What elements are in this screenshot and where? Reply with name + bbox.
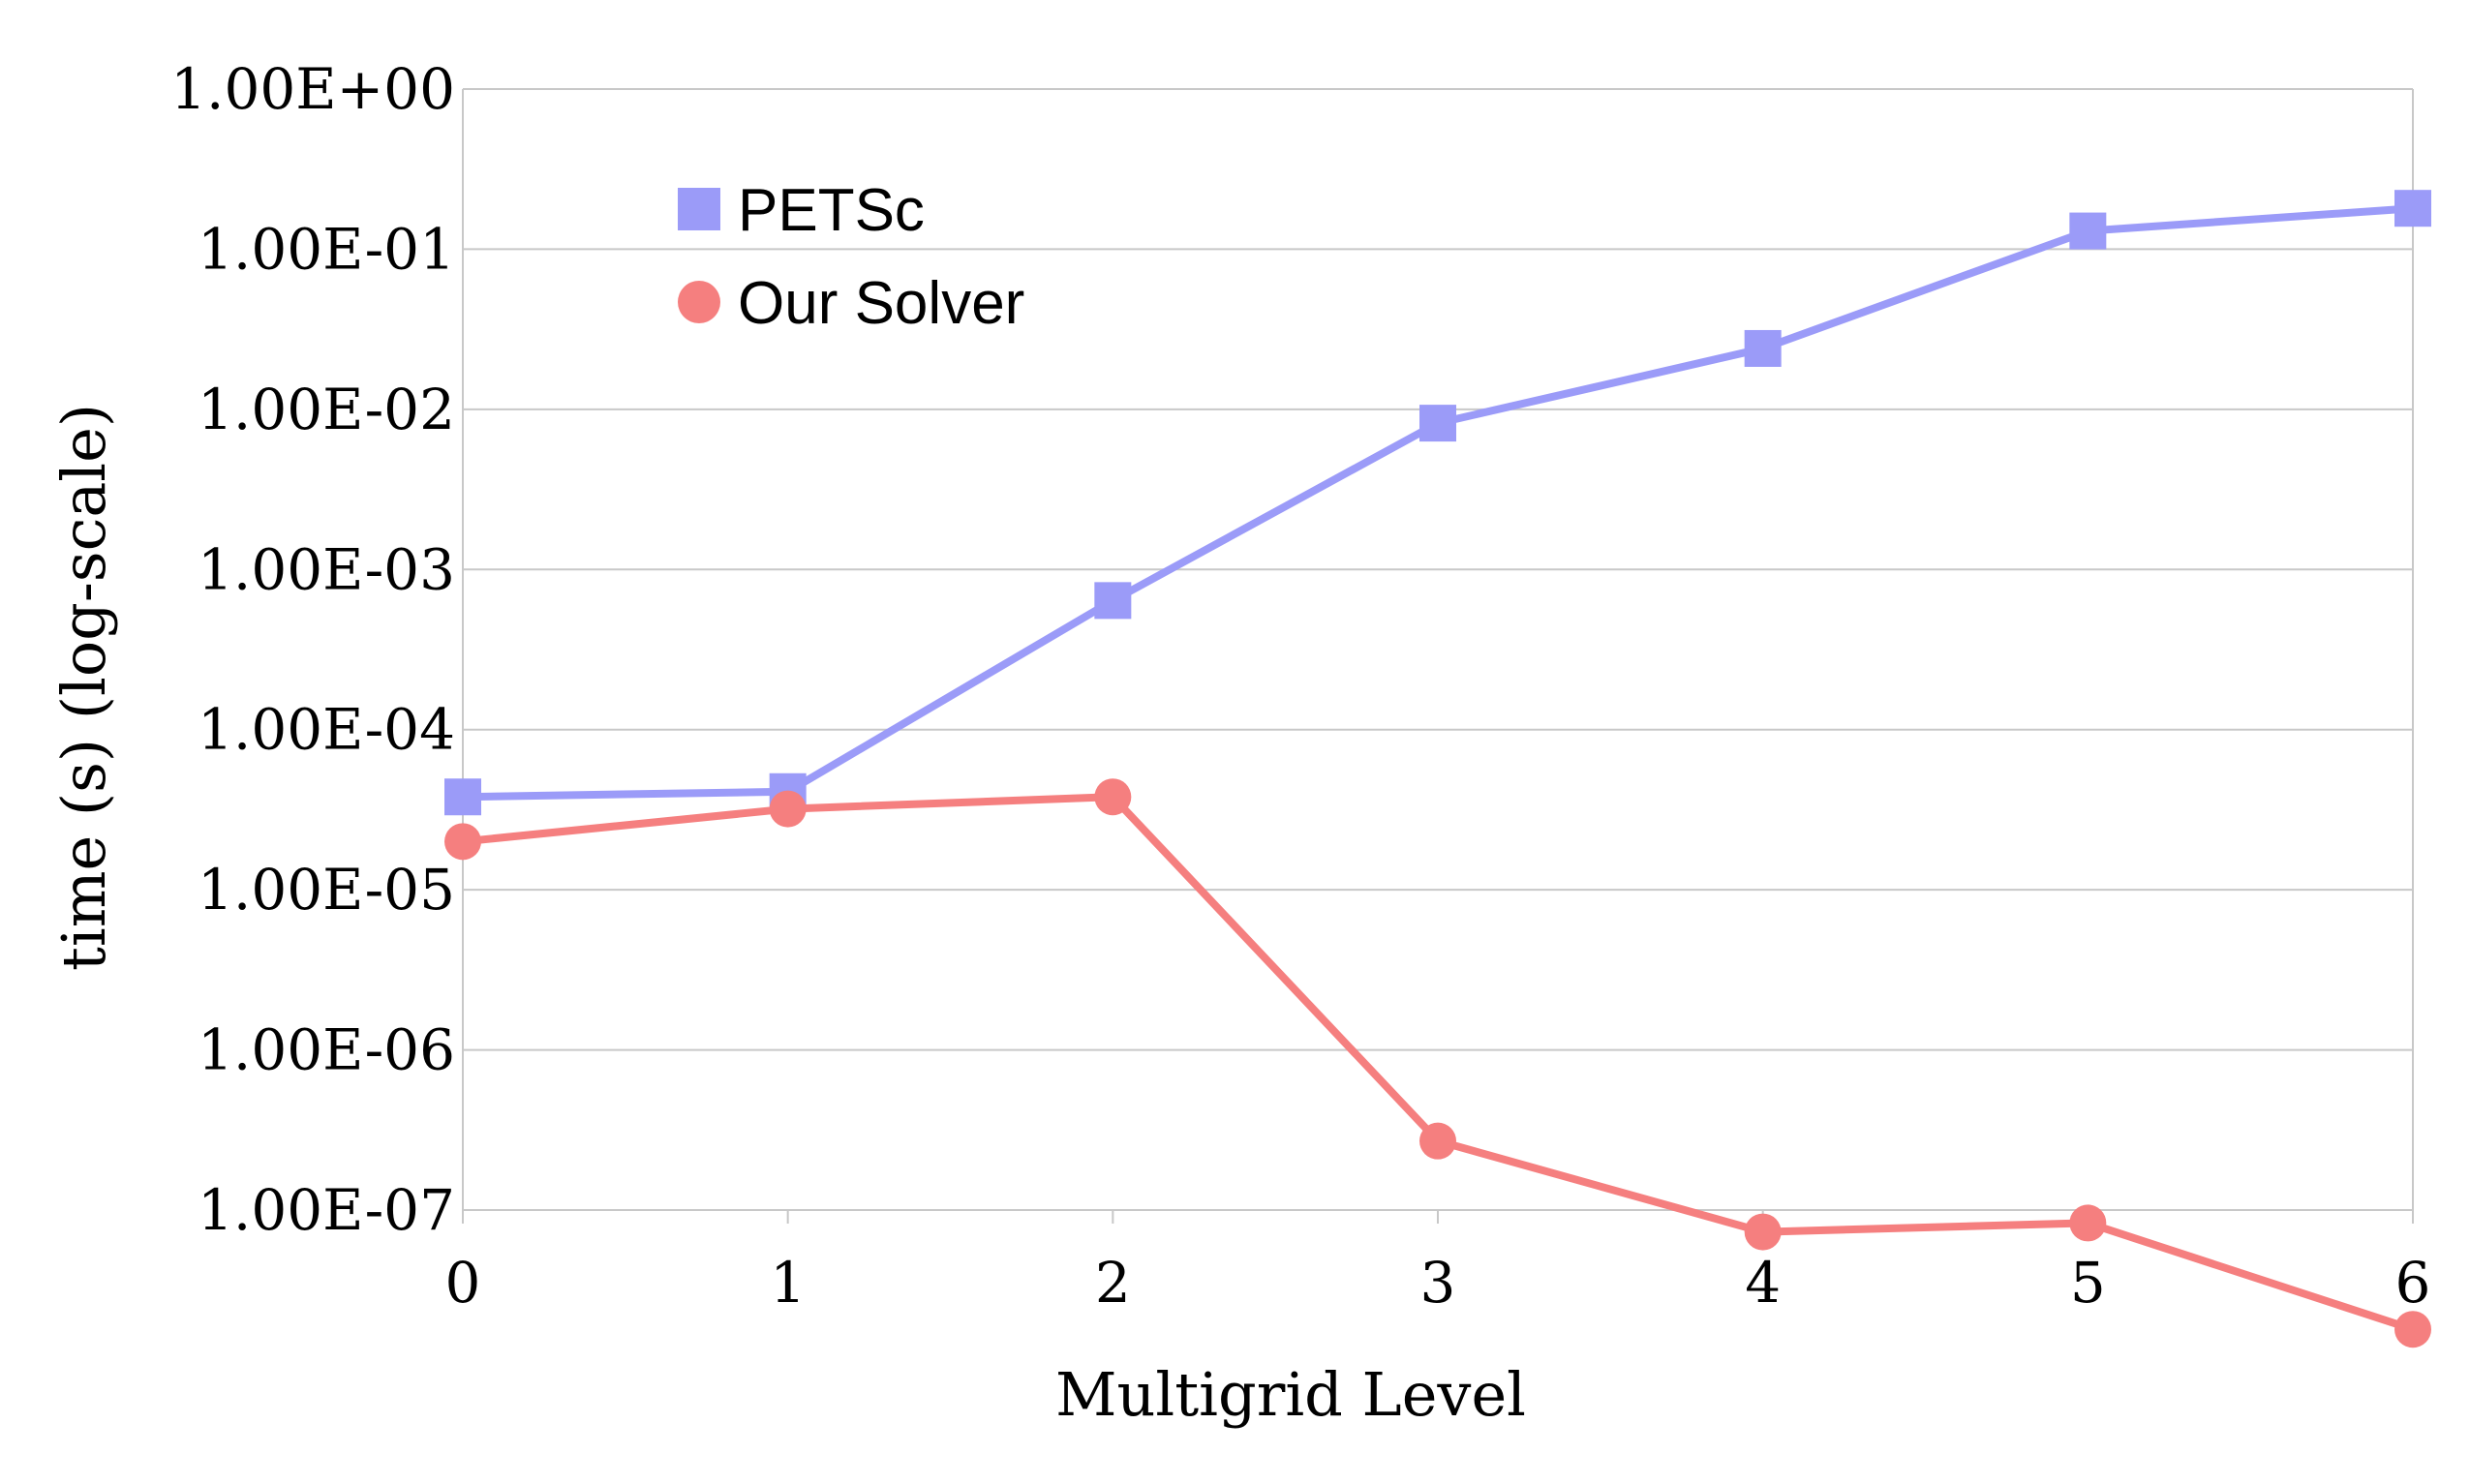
series-1-point xyxy=(1744,329,1782,367)
series-2-point xyxy=(2394,1311,2431,1348)
x-tick-label: 5 xyxy=(2070,1250,2106,1316)
legend-marker-square xyxy=(678,188,720,230)
series-2-point xyxy=(1419,1122,1456,1160)
y-tick-label: 1.00E-06 xyxy=(198,1017,455,1083)
series-1-point xyxy=(2069,212,2107,250)
series-2-point xyxy=(2069,1204,2107,1242)
x-tick-label: 0 xyxy=(445,1250,481,1316)
series-1-point xyxy=(444,778,481,816)
series-1-point xyxy=(1094,582,1132,620)
x-axis-ticks: 0 1 2 3 4 5 6 xyxy=(445,1210,2431,1316)
series-2-point xyxy=(1094,778,1132,816)
y-tick-label: 1.00E-03 xyxy=(198,536,455,602)
series-2-point xyxy=(444,823,481,861)
grid-lines xyxy=(462,88,2414,1211)
series-1-point xyxy=(2394,190,2431,227)
y-axis-ticks: 1.00E+00 1.00E-01 1.00E-02 1.00E-03 1.00E-04… xyxy=(170,56,455,1243)
x-tick-label: 3 xyxy=(1420,1250,1456,1316)
legend-marker-circle xyxy=(678,281,720,323)
y-tick-label: 1.00E-01 xyxy=(198,216,455,282)
series-1-point xyxy=(1419,405,1456,442)
y-tick-label: 1.00E+00 xyxy=(170,56,455,122)
x-tick-label: 2 xyxy=(1095,1250,1131,1316)
x-axis-title: Multigrid Level xyxy=(1055,1359,1526,1430)
x-tick-label: 4 xyxy=(1745,1250,1781,1316)
x-tick-label: 6 xyxy=(2395,1250,2431,1316)
y-tick-label: 1.00E-02 xyxy=(198,377,455,442)
y-tick-label: 1.00E-04 xyxy=(198,697,455,763)
legend-label: PETSc xyxy=(738,177,925,244)
y-tick-label: 1.00E-05 xyxy=(198,857,455,923)
y-tick-label: 1.00E-07 xyxy=(198,1177,455,1243)
series-2-point xyxy=(1744,1213,1782,1251)
y-axis-title: time (s) (log-scale) xyxy=(48,404,119,971)
x-tick-label: 1 xyxy=(770,1250,806,1316)
legend: PETSc Our Solver xyxy=(678,177,1024,337)
legend-label: Our Solver xyxy=(738,270,1024,337)
series-2-point xyxy=(769,790,807,828)
series-layer xyxy=(444,190,2431,1348)
